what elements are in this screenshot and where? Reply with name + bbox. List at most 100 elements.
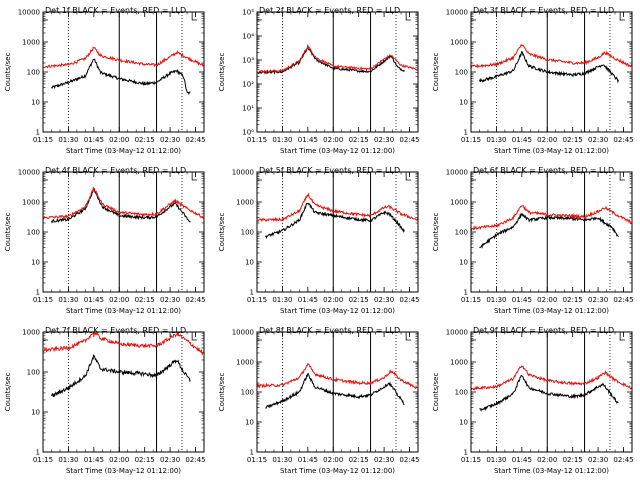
x-tick-label: 01:15	[247, 296, 267, 304]
y-tick-label: 1	[250, 289, 254, 297]
y-axis-label: Counts/sec	[218, 373, 226, 412]
lld-series-line	[256, 43, 419, 74]
x-tick-label: 01:30	[58, 456, 78, 464]
lld-series-line	[470, 43, 633, 69]
x-tick-label: 02:00	[109, 136, 129, 144]
x-tick-label: 02:45	[399, 456, 419, 464]
x-axis-label: Start Time (03-May-12 01:12:00)	[494, 307, 609, 315]
x-tick-label: 02:15	[135, 136, 155, 144]
x-tick-label: 02:00	[323, 136, 343, 144]
y-tick-label: 10⁰	[242, 129, 254, 137]
y-tick-label: 1	[464, 289, 468, 297]
events-series-line	[265, 372, 405, 409]
x-tick-label: 02:00	[323, 296, 343, 304]
x-axis-label: Start Time (03-May-12 01:12:00)	[494, 147, 609, 155]
x-tick-label: 02:45	[613, 296, 633, 304]
x-tick-label: 02:45	[613, 136, 633, 144]
corner-mark	[619, 172, 626, 181]
x-tick-label: 01:45	[84, 456, 104, 464]
y-tick-label: 100	[455, 69, 468, 77]
x-tick-label: 02:15	[563, 456, 583, 464]
x-tick-label: 01:15	[461, 456, 481, 464]
x-tick-label: 01:15	[247, 456, 267, 464]
y-tick-label: 1000	[236, 359, 254, 367]
x-tick-label: 02:30	[374, 136, 394, 144]
corner-mark	[191, 332, 198, 341]
panel-det-4: Det 4f BLACK = Events, RED = LLD Counts/s…	[4, 166, 206, 315]
y-tick-label: 100	[27, 229, 40, 237]
y-axis-label: Counts/sec	[4, 213, 12, 252]
x-tick-label: 01:15	[461, 136, 481, 144]
x-tick-label: 02:15	[563, 296, 583, 304]
panel-title: Det 9f BLACK = Events, RED = LLD	[473, 326, 614, 335]
x-tick-label: 02:00	[537, 296, 557, 304]
x-tick-label: 02:15	[349, 296, 369, 304]
y-tick-label: 1	[464, 129, 468, 137]
panel-title: Det 7f BLACK = Events, RED = LLD	[45, 326, 186, 335]
y-tick-label: 10000	[446, 329, 468, 337]
y-axis-label: Counts/sec	[218, 53, 226, 92]
x-tick-label: 01:30	[486, 296, 506, 304]
y-tick-label: 100	[27, 69, 40, 77]
corner-mark	[191, 172, 198, 181]
panel-title: Det 6f BLACK = Events, RED = LLD	[473, 166, 614, 175]
corner-mark	[405, 172, 412, 181]
y-tick-label: 1000	[450, 39, 468, 47]
x-tick-label: 02:45	[399, 296, 419, 304]
panel-title: Det 5f BLACK = Events, RED = LLD	[259, 166, 400, 175]
x-tick-label: 01:30	[272, 296, 292, 304]
corner-mark	[405, 332, 412, 341]
x-tick-label: 01:45	[298, 136, 318, 144]
y-tick-label: 10	[31, 99, 40, 107]
panel-det-5: Det 5f BLACK = Events, RED = LLD Counts/s…	[218, 166, 420, 315]
y-tick-label: 10000	[18, 169, 40, 177]
x-tick-label: 02:15	[135, 296, 155, 304]
y-axis-label: Counts/sec	[432, 53, 440, 92]
x-tick-label: 01:30	[58, 296, 78, 304]
plot-frame	[256, 331, 419, 453]
events-series-line	[51, 354, 191, 398]
x-tick-label: 02:30	[588, 456, 608, 464]
panel-title: Det 2f BLACK = Events, RED = LLD	[259, 6, 400, 15]
panel-det-3: Det 3f BLACK = Events, RED = LLD Counts/s…	[432, 6, 634, 155]
y-tick-label: 1	[36, 289, 40, 297]
x-tick-label: 02:30	[588, 296, 608, 304]
panel-det-1: Det 1f BLACK = Events, RED = LLD Counts/s…	[4, 6, 206, 155]
events-series-line	[479, 212, 619, 249]
x-tick-label: 01:45	[512, 296, 532, 304]
y-axis-label: Counts/sec	[218, 213, 226, 252]
lld-series-line	[42, 46, 205, 69]
y-tick-label: 1000	[450, 199, 468, 207]
plot-frame	[256, 11, 419, 133]
y-axis-label: Counts/sec	[4, 373, 12, 412]
y-tick-label: 10	[245, 259, 254, 267]
plot-frame	[42, 171, 205, 293]
y-tick-label: 1000	[450, 359, 468, 367]
y-tick-label: 10⁵	[242, 9, 254, 17]
x-axis-label: Start Time (03-May-12 01:12:00)	[494, 467, 609, 475]
panel-det-6: Det 6f BLACK = Events, RED = LLD Counts/s…	[432, 166, 634, 315]
events-series-line	[479, 375, 619, 412]
events-series-line	[51, 58, 191, 96]
y-tick-label: 10000	[446, 169, 468, 177]
x-tick-label: 02:00	[537, 456, 557, 464]
x-tick-label: 02:45	[185, 456, 205, 464]
x-tick-label: 01:45	[84, 136, 104, 144]
y-tick-label: 100	[455, 229, 468, 237]
y-tick-label: 10	[31, 409, 40, 417]
y-tick-label: 1	[36, 129, 40, 137]
y-tick-label: 10000	[18, 9, 40, 17]
x-tick-label: 02:15	[349, 136, 369, 144]
y-tick-label: 1000	[22, 39, 40, 47]
x-tick-label: 02:30	[160, 296, 180, 304]
x-tick-label: 02:45	[185, 296, 205, 304]
x-axis-label: Start Time (03-May-12 01:12:00)	[66, 307, 181, 315]
x-tick-label: 02:15	[563, 136, 583, 144]
plot-frame	[42, 331, 205, 453]
x-tick-label: 02:00	[109, 456, 129, 464]
x-tick-label: 01:45	[84, 296, 104, 304]
plot-frame	[470, 11, 633, 133]
x-axis-label: Start Time (03-May-12 01:12:00)	[66, 467, 181, 475]
lld-series-line	[470, 204, 633, 232]
y-tick-label: 1	[36, 449, 40, 457]
